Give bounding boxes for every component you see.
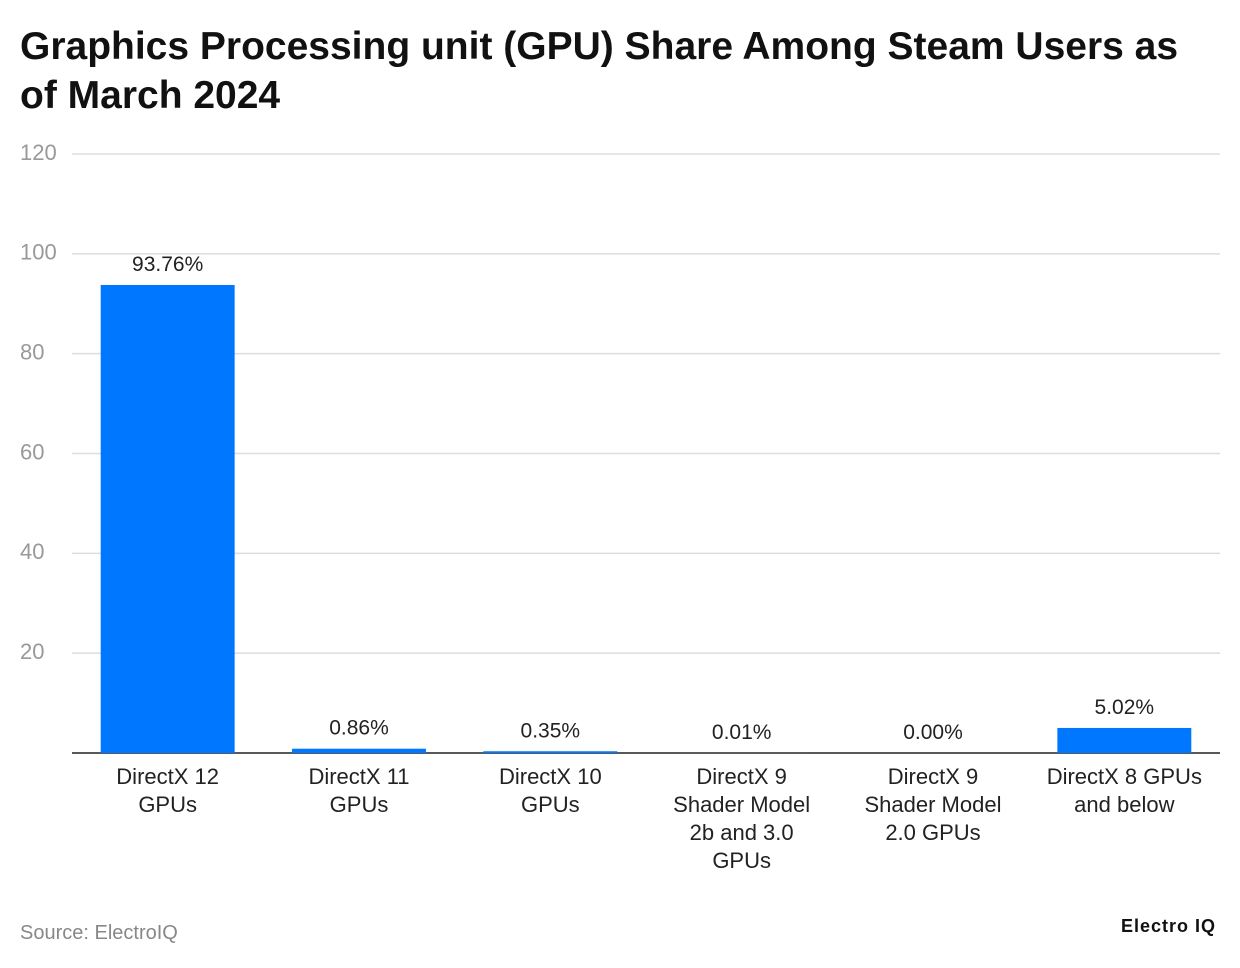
x-tick-label: DirectX 10 GPUs	[498, 764, 602, 817]
x-tick-label: DirectX 11 GPUs	[308, 764, 410, 817]
y-tick-label: 120	[20, 140, 57, 165]
y-tick-label: 100	[20, 240, 57, 265]
y-tick-label: 20	[20, 639, 44, 664]
value-label: 0.00%	[903, 721, 963, 744]
value-label: 0.86%	[329, 717, 389, 740]
value-label: 0.01%	[712, 721, 772, 744]
value-label: 93.76%	[132, 253, 203, 276]
y-tick-label: 40	[20, 539, 44, 564]
x-tick-label: DirectX 12 GPUs	[116, 764, 220, 817]
value-label: 0.35%	[521, 719, 581, 742]
value-label: 5.02%	[1095, 696, 1155, 719]
x-tick-label: DirectX 9 Shader Model 2.0 GPUs	[864, 764, 1002, 845]
bar	[100, 284, 235, 753]
y-tick-label: 60	[20, 439, 44, 464]
bar	[1057, 727, 1192, 753]
bar	[292, 748, 426, 753]
bar	[483, 751, 618, 753]
chart-title: Graphics Processing unit (GPU) Share Amo…	[20, 25, 1179, 117]
logo: Electro IQ	[1120, 916, 1216, 936]
y-tick-label: 80	[20, 339, 44, 364]
x-tick-label: DirectX 8 GPUs and below	[1046, 764, 1202, 817]
x-tick-label: DirectX 9 Shader Model 2b and 3.0 GPUs	[673, 764, 811, 873]
source: Source: ElectroIQ	[20, 922, 178, 944]
